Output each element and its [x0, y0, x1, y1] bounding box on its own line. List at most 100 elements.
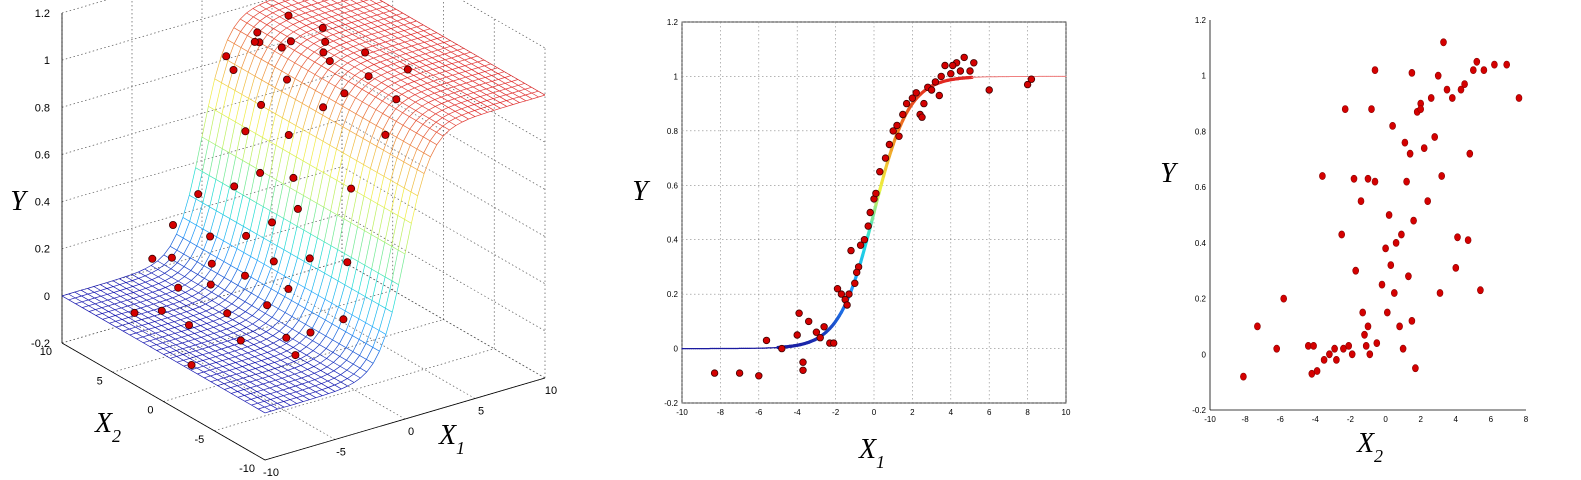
surface-line-x1	[333, 44, 341, 49]
surface-line-x1	[290, 403, 297, 406]
surface-line-x1	[412, 61, 420, 64]
surface-line-x1	[337, 0, 344, 4]
surface-line-x1	[139, 287, 147, 291]
surface-line-x1	[416, 136, 424, 150]
surface-line-x1	[250, 260, 258, 278]
surface-line-x1	[221, 60, 229, 83]
surface-line-x1	[413, 78, 421, 82]
surface-line-x1	[221, 340, 228, 344]
surface-line-x1	[182, 195, 190, 218]
surface-line-x2	[170, 245, 374, 364]
surface-line-x1	[499, 100, 507, 103]
surface-line-x1	[165, 284, 172, 288]
data-point	[1401, 138, 1409, 147]
surface-line-x1	[260, 24, 268, 32]
data-point	[1396, 322, 1403, 331]
y-tick-label: 0.8	[1195, 127, 1207, 136]
surface-line-x1	[352, 318, 360, 336]
x1-axis-title: X1	[438, 420, 465, 458]
surface-line-x1	[325, 323, 333, 337]
surface-line-x1	[500, 106, 507, 109]
surface-line-x1	[448, 104, 455, 108]
surface-line-x1	[175, 336, 182, 340]
surface-3d-chart: -0.200.20.40.60.811.2-10-50510-10-50510Y…	[10, 0, 557, 479]
surface-line-x1	[120, 299, 128, 303]
surface-line-x1	[280, 27, 287, 33]
surface-line-x1	[415, 105, 423, 111]
surface-line-x1	[292, 320, 299, 330]
surface-line-x1	[372, 351, 380, 364]
surface-line-x1	[207, 326, 214, 330]
surface-line-x1	[343, 0, 350, 2]
surface-line-x2	[100, 284, 304, 402]
surface-line-x1	[298, 0, 305, 4]
surface-line-x1	[270, 214, 278, 243]
surface-line-x1	[214, 336, 221, 340]
surface-line-x1	[215, 183, 224, 211]
surface-line-x1	[318, 12, 326, 16]
surface-line-x1	[177, 253, 184, 263]
surface-line-x1	[421, 95, 429, 99]
surface-line-x1	[259, 1, 266, 6]
surface-line-x1	[518, 88, 526, 92]
surface-line-x1	[402, 106, 410, 113]
surface-line-x1	[298, 324, 306, 334]
surface-line-x1	[268, 373, 276, 377]
surface-line-x1	[498, 82, 506, 86]
data-point	[284, 284, 293, 293]
surface-line-x1	[372, 43, 380, 47]
surface-line-x1	[485, 75, 492, 78]
surface-line-x1	[335, 105, 343, 124]
surface-line-x1	[445, 69, 453, 72]
surface-line-x1	[311, 2, 318, 6]
surface-line-x1	[492, 90, 500, 94]
surface-line-x1	[254, 59, 262, 77]
surface-line-x2	[201, 136, 406, 255]
surface-line-x1	[145, 279, 153, 283]
surface-line-x1	[314, 376, 322, 381]
surface-line-x1	[452, 67, 459, 70]
surface-line-x1	[266, 12, 273, 17]
surface-line-x1	[366, 57, 374, 61]
surface-line-x1	[306, 358, 314, 363]
gridline-z	[61, 166, 546, 285]
surface-line-x2	[246, 12, 450, 131]
surface-line-x1	[270, 397, 277, 400]
surface-line-x1	[204, 291, 212, 297]
data-point	[361, 48, 370, 57]
surface-line-x1	[284, 253, 292, 276]
surface-line-x1	[260, 352, 268, 355]
surface-line-x1	[232, 323, 240, 327]
surface-line-x1	[366, 45, 373, 49]
surface-line-x1	[256, 238, 265, 261]
y-tick-label: 0.6	[667, 181, 679, 190]
surface-line-x1	[252, 319, 260, 325]
surface-line-x1	[273, 16, 280, 21]
surface-line-x1	[332, 32, 340, 36]
surface-line-x1	[315, 395, 323, 399]
surface-line-x1	[210, 379, 218, 383]
surface-line-x1	[129, 326, 136, 330]
data-point	[1366, 350, 1374, 359]
surface-line-x1	[217, 277, 225, 287]
surface-line-x1	[254, 354, 262, 358]
surface-line-x1	[359, 35, 366, 39]
surface-line-x1	[380, 65, 388, 69]
surface-line-x1	[299, 336, 307, 344]
surface-line-x1	[283, 399, 291, 402]
x-tick-label: -8	[1242, 415, 1250, 424]
y-axis-title: Y	[1160, 158, 1179, 189]
surface-line-x1	[234, 68, 242, 91]
y-tick-label: -0.2	[664, 399, 678, 408]
surface-line-x1	[282, 153, 290, 184]
surface-line-x1	[173, 313, 181, 317]
surface-line-x1	[95, 307, 102, 310]
data-point	[1389, 122, 1396, 130]
surface-line-x1	[265, 0, 272, 3]
surface-line-x1	[247, 55, 255, 73]
surface-line-x1	[150, 260, 158, 266]
data-point	[918, 113, 926, 121]
surface-line-x1	[325, 303, 333, 321]
surface-line-x1	[438, 59, 446, 62]
surface-line-x1	[122, 322, 129, 326]
